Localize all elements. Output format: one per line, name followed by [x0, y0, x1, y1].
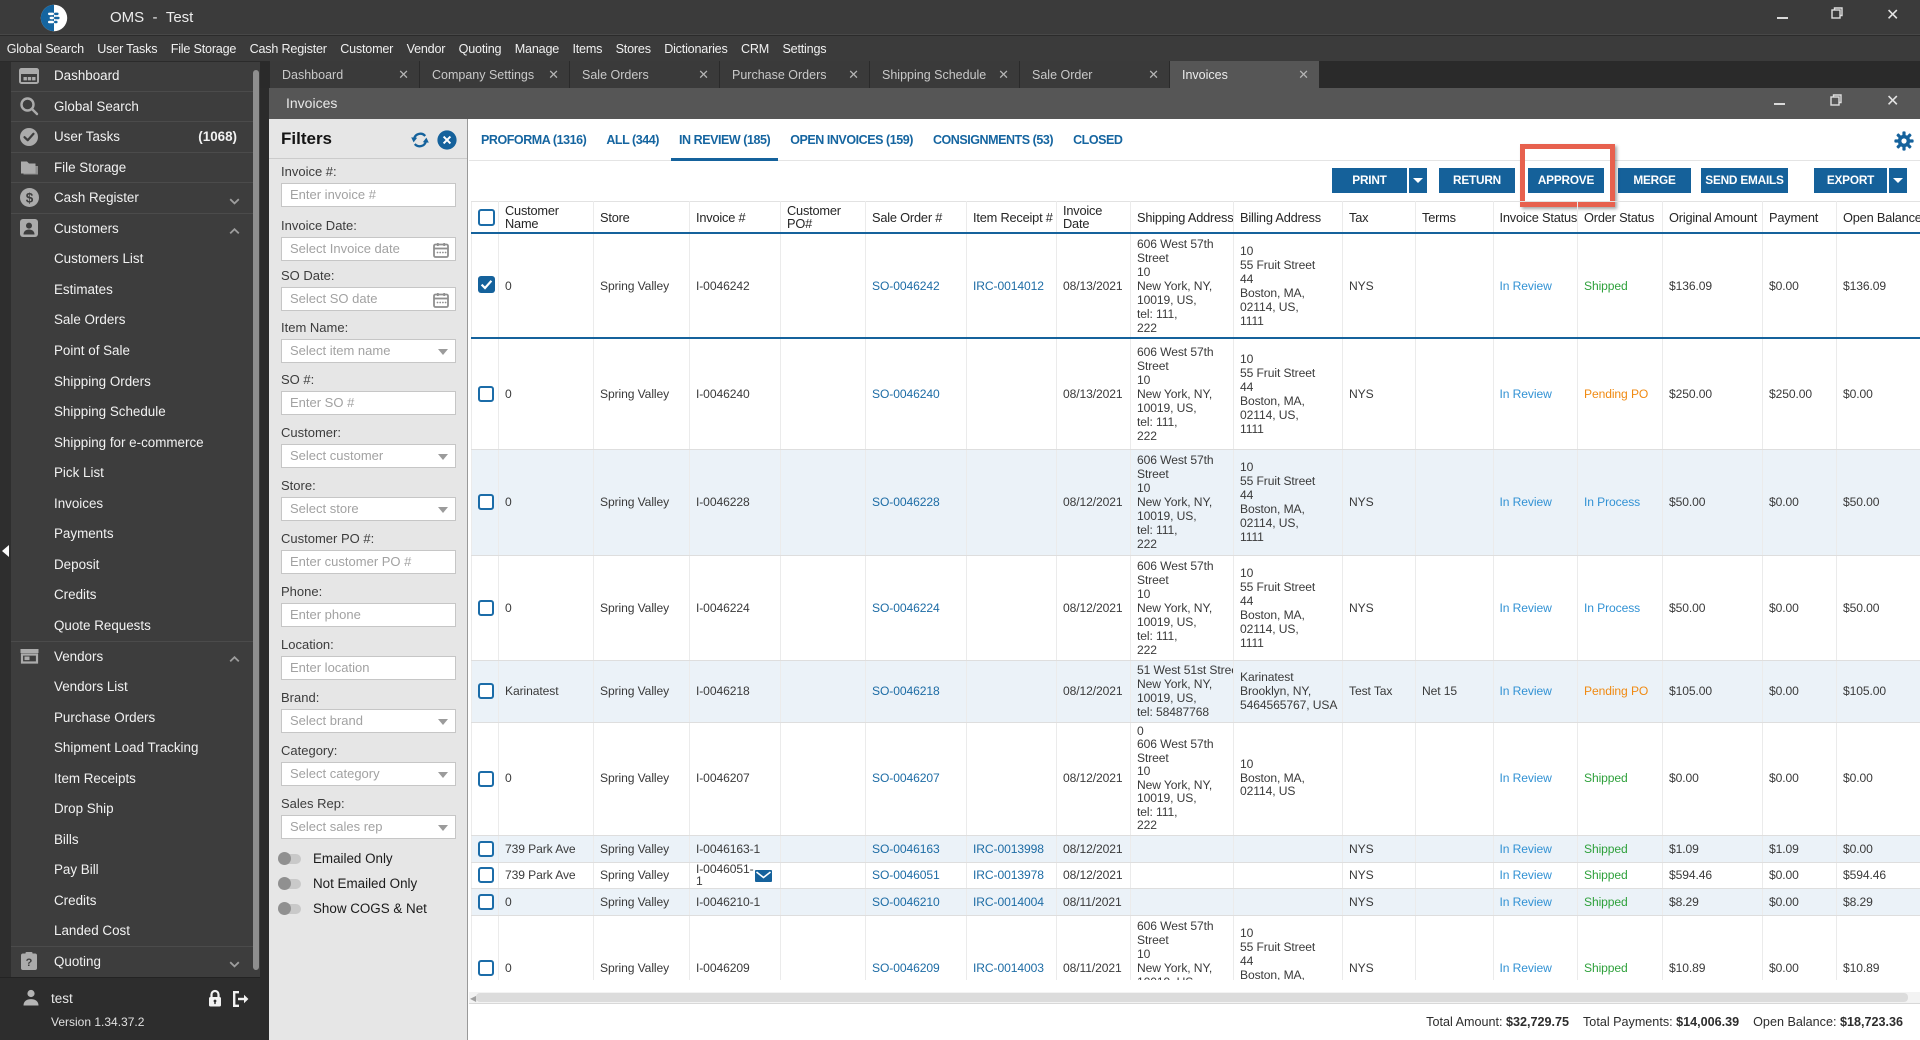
svg-text:$: $: [25, 191, 33, 206]
svg-text:?: ?: [26, 957, 33, 969]
